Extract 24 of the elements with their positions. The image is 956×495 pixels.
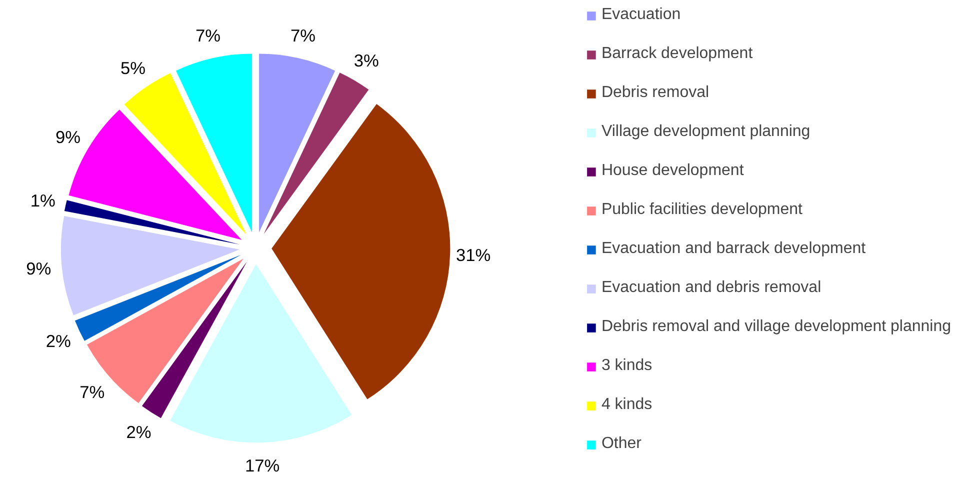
data-label: 2% xyxy=(126,422,152,442)
data-label: 7% xyxy=(290,25,316,46)
data-label: 31% xyxy=(456,244,491,265)
data-label: 7% xyxy=(80,382,105,402)
legend-label: Public facilities development xyxy=(601,200,802,220)
legend-label: Barrack development xyxy=(601,44,753,64)
legend-label: Debris removal and village development planning xyxy=(601,317,951,337)
legend-label: Other xyxy=(601,434,642,454)
legend-label: Evacuation and barrack development xyxy=(601,239,866,259)
data-label: 9% xyxy=(55,127,81,148)
legend-label: Evacuation and debris removal xyxy=(601,278,822,298)
legend-label: 4 kinds xyxy=(601,395,652,415)
legend-label: 3 kinds xyxy=(601,356,652,376)
data-label: 9% xyxy=(26,258,52,278)
data-label: 5% xyxy=(120,58,146,78)
data-label: 7% xyxy=(195,25,221,46)
legend-label: House development xyxy=(601,161,744,181)
data-label: 2% xyxy=(46,330,71,351)
data-label: 17% xyxy=(245,456,280,476)
legend-label: Village development planning xyxy=(601,122,810,142)
data-label: 1% xyxy=(30,190,56,210)
data-label: 3% xyxy=(354,50,379,70)
legend-label: Evacuation xyxy=(601,5,681,25)
legend-label: Debris removal xyxy=(601,83,710,103)
